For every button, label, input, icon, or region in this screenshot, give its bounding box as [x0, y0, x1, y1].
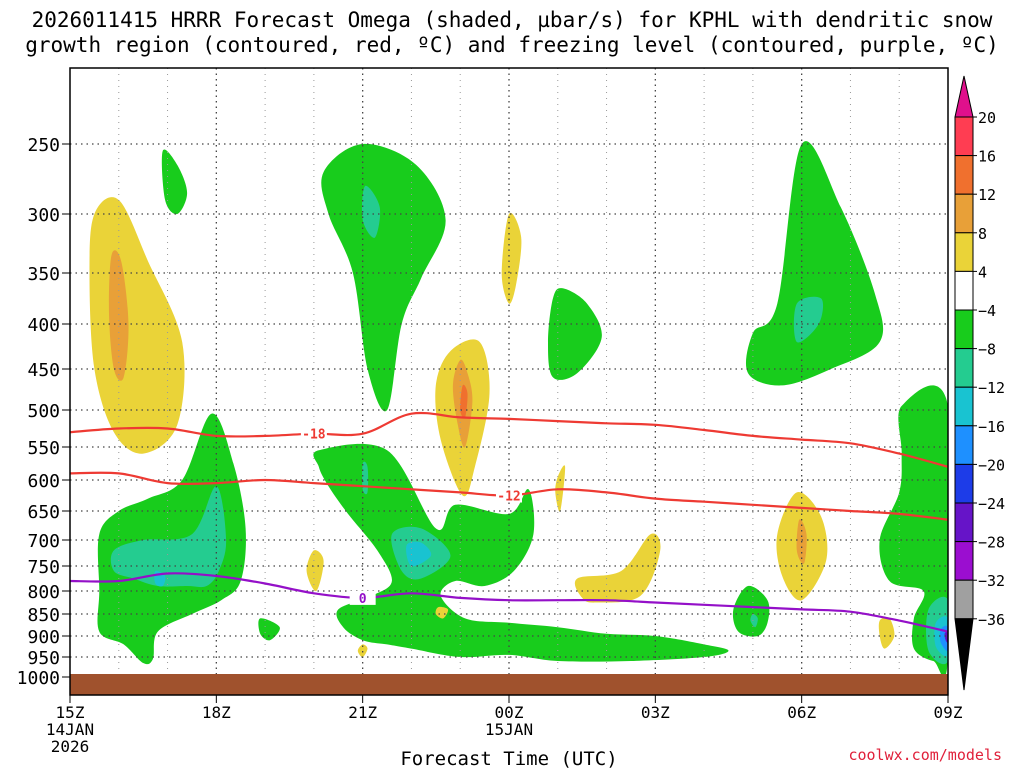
- contour-label-bg-dendritic-lower: [496, 488, 522, 503]
- chart-title-line-2: growth region (contoured, red, ºC) and f…: [25, 33, 999, 57]
- contour-dendritic-upper: [70, 411, 948, 468]
- omega-region-17: [306, 550, 324, 592]
- contour-label-bg-freezing-level: [349, 590, 376, 605]
- omega-region-28: [732, 585, 770, 637]
- colorbar-label-13: −36: [978, 611, 1005, 629]
- x-tick-label-3-0: 18Z: [202, 703, 231, 722]
- contour-label-bg-dendritic-upper: [300, 426, 327, 441]
- x-tick-label-15-0: 06Z: [787, 703, 816, 722]
- x-axis-label: Forecast Time (UTC): [400, 748, 617, 768]
- omega-region-3: [161, 149, 188, 215]
- colorbar-swatch-7: [954, 386, 974, 427]
- omega-region-16: [258, 618, 280, 641]
- colorbar-label-9: −20: [978, 456, 1005, 474]
- contour-label-dendritic-lower: -12: [497, 490, 520, 505]
- y-tick-label-700: 700: [27, 531, 60, 552]
- omega-region-30: [878, 617, 895, 649]
- y-tick-label-750: 750: [27, 557, 60, 578]
- omega-region-4: [321, 143, 446, 412]
- credit-link[interactable]: coolwx.com/models: [848, 746, 1002, 764]
- x-tick-label-0-1: 14JAN: [46, 720, 94, 739]
- y-tick-label-600: 600: [27, 471, 60, 492]
- colorbar: 20 16 12 8 4 −4 −8 −12 −16 −20 −24 −28 −32 −36: [954, 75, 1005, 691]
- colorbar-swatch-1: [954, 155, 974, 195]
- colorbar-label-0: 20: [978, 109, 996, 127]
- chart-title-line-1: 2026011415 HRRR Forecast Omega (shaded, …: [31, 8, 993, 32]
- colorbar-label-2: 12: [978, 186, 996, 204]
- colorbar-swatch-6: [954, 348, 974, 388]
- omega-region-35: [944, 631, 948, 643]
- y-tick-label-400: 400: [27, 315, 60, 336]
- omega-region-12: [793, 296, 824, 343]
- x-tick-label-9-0: 00Z: [495, 703, 524, 722]
- colorbar-label-6: −8: [978, 341, 996, 359]
- terrain-bar: [70, 674, 948, 695]
- omega-region-31: [879, 385, 948, 678]
- omega-region-20: [406, 541, 432, 567]
- y-tick-label-550: 550: [27, 438, 60, 459]
- omega-region-5: [361, 185, 381, 238]
- colorbar-label-8: −16: [978, 418, 1005, 436]
- omega-region-22: [435, 606, 449, 619]
- colorbar-label-5: −4: [978, 302, 996, 320]
- colorbar-swatch-8: [954, 425, 974, 465]
- y-tick-label-300: 300: [27, 205, 60, 226]
- gridlines: [70, 68, 948, 695]
- colorbar-swatch-2: [954, 193, 974, 234]
- colorbar-swatch-12: [954, 579, 974, 620]
- colorbar-label-4: 4: [978, 263, 987, 281]
- omega-region-29: [750, 613, 758, 628]
- y-tick-label-450: 450: [27, 360, 60, 381]
- y-tick-label-800: 800: [27, 582, 60, 603]
- x-tick-label-0-2: 2026: [51, 737, 90, 756]
- y-tick-label-250: 250: [27, 135, 60, 156]
- colorbar-swatch-3: [954, 232, 974, 272]
- contour-label-freezing-level: 0: [359, 592, 367, 607]
- x-tick-label-9-1: 15JAN: [485, 720, 533, 739]
- colorbar-swatch-9: [954, 463, 974, 504]
- colorbar-bottom-arrow: [954, 618, 974, 691]
- omega-region-23: [357, 644, 368, 658]
- colorbar-label-11: −28: [978, 534, 1005, 552]
- y-tick-label-950: 950: [27, 648, 60, 669]
- colorbar-swatch-11: [954, 541, 974, 581]
- colorbar-label-12: −32: [978, 572, 1005, 590]
- omega-region-18: [313, 443, 729, 662]
- contour-freezing-level: [70, 572, 948, 633]
- colorbar-swatch-5: [954, 309, 974, 350]
- x-tick-label-12-0: 03Z: [641, 703, 670, 722]
- x-tick-label-18-0: 09Z: [934, 703, 963, 722]
- y-tick-label-1000: 1000: [17, 668, 60, 689]
- omega-region-10: [548, 288, 602, 380]
- omega-region-25: [574, 533, 661, 603]
- contour-lines: -18 -12 0: [70, 411, 948, 633]
- x-tick-label-0-0: 15Z: [56, 703, 85, 722]
- contour-label-dendritic-upper: -18: [302, 428, 326, 443]
- colorbar-swatch-4: [954, 270, 974, 311]
- omega-region-13: [97, 413, 246, 665]
- y-tick-label-650: 650: [27, 502, 60, 523]
- y-axis: 2503003504004505005506006507007508008509…: [17, 135, 70, 689]
- colorbar-swatch-0: [954, 116, 974, 157]
- colorbar-swatch-10: [954, 502, 974, 543]
- colorbar-label-10: −24: [978, 495, 1005, 513]
- omega-region-14: [110, 486, 227, 588]
- omega-region-2: [108, 250, 129, 381]
- x-tick-label-6-0: 21Z: [348, 703, 377, 722]
- omega-region-21: [362, 461, 369, 495]
- colorbar-label-3: 8: [978, 225, 987, 243]
- y-tick-label-350: 350: [27, 264, 60, 285]
- colorbar-top-arrow: [954, 75, 974, 118]
- y-tick-label-850: 850: [27, 605, 60, 626]
- y-tick-label-900: 900: [27, 627, 60, 648]
- colorbar-label-1: 16: [978, 148, 996, 166]
- omega-region-9: [501, 212, 522, 304]
- y-tick-label-500: 500: [27, 401, 60, 422]
- colorbar-label-7: −12: [978, 379, 1005, 397]
